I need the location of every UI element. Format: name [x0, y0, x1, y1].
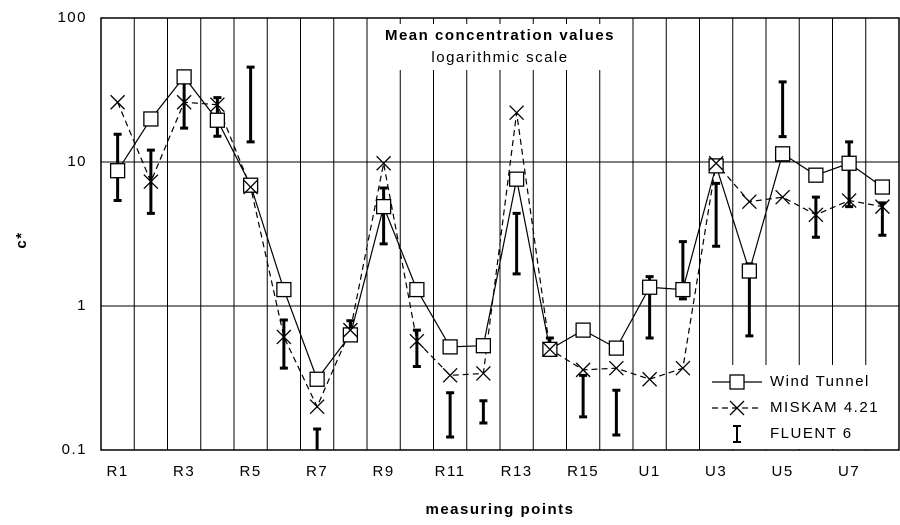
range-bar — [778, 80, 787, 139]
legend-label: MISKAM 4.21 — [770, 399, 879, 416]
x-tick-label: R15 — [567, 463, 599, 480]
square-marker — [442, 339, 458, 355]
y-tick-label: 0.1 — [62, 441, 87, 458]
range-bar — [712, 181, 721, 248]
y-tick-label: 100 — [57, 9, 87, 26]
legend-label: FLUENT 6 — [770, 425, 853, 442]
x-marker — [342, 322, 358, 338]
range-bar — [479, 399, 488, 425]
legend: Wind Tunnel MISKAM 4.21 FLUENT 6 — [702, 365, 898, 449]
square-marker — [143, 111, 159, 127]
title-backdrop — [380, 24, 620, 70]
x-tick-label: R5 — [240, 463, 262, 480]
square-marker — [342, 327, 359, 343]
square-marker — [708, 158, 724, 174]
range-bar — [878, 201, 887, 237]
x-marker — [475, 366, 491, 381]
x-marker — [775, 189, 791, 205]
x-marker — [442, 367, 458, 383]
square-marker — [508, 171, 525, 187]
square-marker — [475, 338, 492, 354]
chart-subtitle: logarithmic scale — [431, 49, 568, 66]
x-tick-label: U5 — [772, 463, 794, 480]
x-marker — [642, 371, 658, 387]
square-marker — [409, 281, 425, 298]
x-tick-label: U7 — [838, 463, 860, 480]
x-marker — [841, 193, 857, 208]
x-marker — [409, 333, 425, 349]
x-tick-label: R1 — [107, 463, 129, 480]
x-marker — [741, 194, 757, 210]
range-bar — [379, 186, 388, 246]
square-marker — [641, 279, 658, 295]
x-marker — [110, 94, 126, 110]
square-marker — [808, 167, 824, 183]
x-marker — [542, 341, 558, 357]
x-marker — [509, 105, 525, 121]
x-tick-label: R11 — [435, 463, 466, 480]
range-bar — [412, 328, 421, 369]
x-tick-label: R13 — [501, 463, 533, 480]
square-marker — [109, 163, 126, 179]
range-bar — [845, 140, 854, 209]
square-marker — [675, 281, 691, 298]
square-marker — [741, 263, 758, 279]
y-tick-label: 1 — [77, 297, 87, 314]
square-marker — [309, 371, 325, 387]
square-marker — [608, 340, 625, 356]
range-bar — [612, 388, 621, 437]
range-bar — [246, 65, 255, 144]
legend-label: Wind Tunnel — [770, 373, 870, 390]
series-line — [117, 101, 883, 409]
x-marker — [808, 207, 824, 223]
x-marker — [675, 360, 691, 376]
x-marker — [209, 97, 225, 113]
x-marker — [708, 155, 724, 171]
square-marker — [874, 179, 891, 195]
square-marker — [176, 69, 192, 85]
x-marker — [309, 399, 325, 415]
range-bar — [279, 318, 288, 370]
square-marker — [841, 155, 857, 171]
x-marker — [243, 179, 259, 195]
x-marker — [276, 329, 292, 345]
plot-area — [109, 65, 891, 450]
x-marker — [143, 174, 159, 190]
square-marker — [774, 146, 791, 162]
chart-title: Mean concentration values — [385, 27, 615, 44]
x-tick-label: R7 — [306, 463, 328, 480]
x-tick-label: U3 — [705, 463, 727, 480]
y-tick-label: 10 — [67, 153, 87, 170]
square-marker — [575, 322, 591, 338]
range-bar — [811, 195, 820, 239]
legend-marker — [729, 400, 745, 416]
x-marker — [874, 199, 890, 215]
x-marker — [176, 94, 192, 110]
range-bar — [512, 211, 521, 276]
square-marker — [242, 177, 259, 193]
x-tick-label: R9 — [373, 463, 395, 480]
square-marker — [276, 281, 292, 298]
square-marker — [375, 198, 392, 215]
x-marker — [575, 362, 591, 378]
legend-marker — [729, 374, 745, 390]
x-tick-label: R3 — [173, 463, 195, 480]
range-bar — [313, 427, 322, 450]
x-marker — [608, 360, 624, 376]
x-axis-label: measuring points — [425, 501, 574, 518]
plot-frame — [100, 17, 900, 451]
y-axis-label: c* — [13, 231, 30, 248]
square-marker — [209, 112, 226, 128]
x-marker — [376, 155, 392, 171]
x-tick-label: U1 — [639, 463, 661, 480]
legend-marker — [733, 425, 741, 443]
range-bar — [579, 373, 588, 419]
range-bar — [446, 391, 455, 439]
